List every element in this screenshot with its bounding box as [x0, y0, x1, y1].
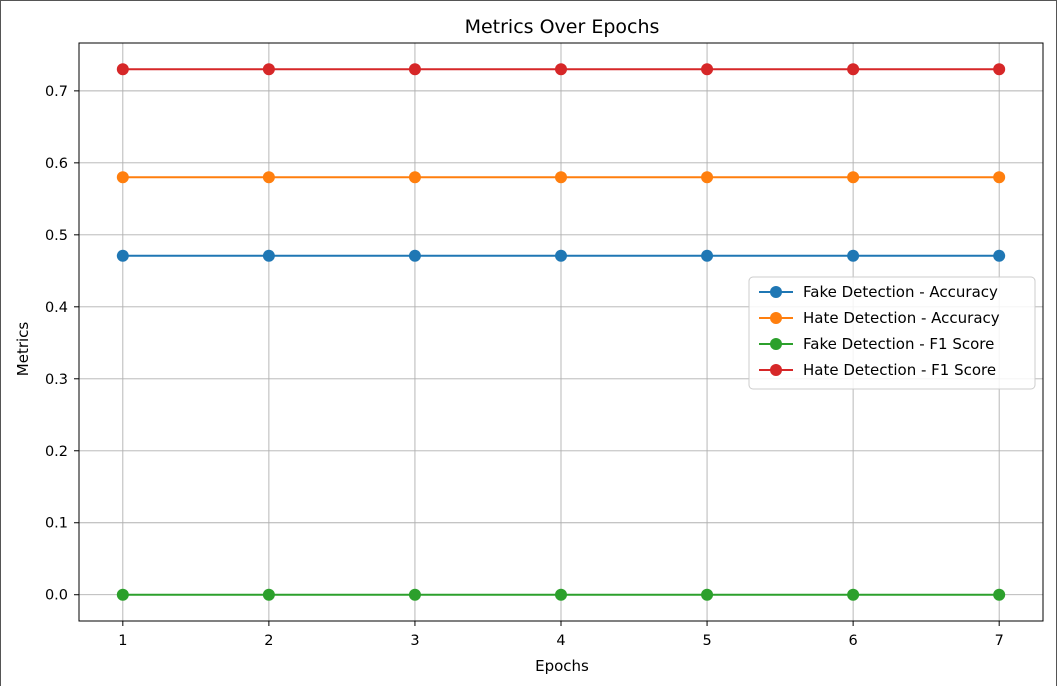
series-1 [116, 249, 1006, 262]
series-4 [116, 63, 1006, 76]
x-tick-label: 3 [410, 633, 419, 649]
legend-label: Fake Detection - Accuracy [803, 283, 998, 301]
series-3 [116, 588, 1006, 601]
y-tick-label: 0.7 [45, 84, 68, 100]
legend-entry: Hate Detection - Accuracy [759, 309, 1000, 327]
y-axis: 0.0 0.1 0.2 0.3 0.4 0.5 0.6 0.7 [45, 84, 79, 604]
data-point [555, 171, 567, 184]
data-point [408, 63, 421, 76]
x-axis-label: Epochs [535, 657, 589, 675]
data-point [555, 249, 567, 262]
legend-marker [770, 312, 782, 324]
legend-entry: Fake Detection - Accuracy [759, 283, 998, 301]
x-tick-label: 1 [118, 633, 127, 649]
legend-marker [770, 364, 782, 376]
y-tick-label: 0.2 [45, 444, 68, 460]
legend-entry: Fake Detection - F1 Score [759, 335, 994, 353]
legend-label: Hate Detection - F1 Score [803, 361, 996, 379]
x-tick-label: 4 [556, 633, 565, 649]
y-tick-label: 0.6 [45, 156, 68, 172]
data-point [262, 171, 275, 184]
data-point [262, 588, 275, 601]
y-tick-label: 0.0 [45, 588, 68, 604]
legend-marker [770, 286, 782, 298]
data-point [701, 63, 714, 76]
chart-title: Metrics Over Epochs [465, 16, 660, 38]
data-point [701, 171, 714, 184]
legend-entry: Hate Detection - F1 Score [759, 361, 996, 379]
data-point [701, 249, 714, 262]
legend: Fake Detection - Accuracy Hate Detection … [748, 276, 1036, 390]
series-lines [116, 63, 1006, 601]
data-point [408, 588, 421, 601]
data-point [555, 588, 567, 601]
data-point [847, 588, 860, 601]
data-point [555, 63, 567, 76]
y-tick-label: 0.4 [45, 300, 68, 316]
x-tick-label: 6 [849, 633, 858, 649]
legend-box [748, 276, 1036, 390]
data-point [993, 171, 1006, 184]
y-tick-label: 0.1 [45, 516, 68, 532]
data-point [262, 249, 275, 262]
data-point [116, 171, 129, 184]
y-tick-label: 0.5 [45, 228, 68, 244]
x-tick-label: 2 [264, 633, 273, 649]
x-tick-label: 7 [995, 633, 1004, 649]
series-2 [116, 171, 1006, 184]
x-tick-label: 5 [702, 633, 711, 649]
data-point [847, 63, 860, 76]
legend-label: Fake Detection - F1 Score [803, 335, 994, 353]
data-point [993, 63, 1006, 76]
legend-marker [770, 338, 782, 350]
legend-label: Hate Detection - Accuracy [803, 309, 1000, 327]
data-point [408, 249, 421, 262]
data-point [993, 249, 1006, 262]
data-point [116, 249, 129, 262]
data-point [262, 63, 275, 76]
data-point [993, 588, 1006, 601]
data-point [847, 171, 860, 184]
data-point [408, 171, 421, 184]
data-point [116, 588, 129, 601]
data-point [701, 588, 714, 601]
y-axis-label: Metrics [14, 322, 32, 377]
data-point [116, 63, 129, 76]
x-axis: 1 2 3 4 5 6 7 [118, 621, 1004, 649]
data-point [847, 249, 860, 262]
y-tick-label: 0.3 [45, 372, 68, 388]
